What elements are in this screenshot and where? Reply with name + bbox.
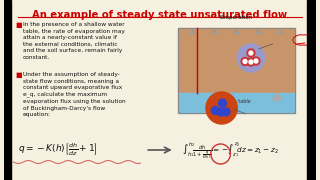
- Text: $\int_{h_1}^{h_2}\!\frac{dh}{1+\frac{q}{K(h)}} = -\!\int_{z_1}^{z_2}\!\!dz = z_1: $\int_{h_1}^{h_2}\!\frac{dh}{1+\frac{q}{…: [182, 140, 279, 160]
- Text: Under the assumption of steady-
state flow conditions, meaning a
constant upward: Under the assumption of steady- state fl…: [23, 72, 126, 117]
- Text: An example of steady state unsaturated flow: An example of steady state unsaturated f…: [32, 10, 288, 20]
- Circle shape: [247, 49, 255, 57]
- Bar: [4, 0, 12, 180]
- Bar: [307, 0, 316, 180]
- Text: ■: ■: [15, 72, 22, 78]
- Bar: [178, 28, 295, 93]
- Circle shape: [237, 44, 265, 72]
- Text: ■: ■: [15, 22, 22, 28]
- Circle shape: [241, 57, 249, 66]
- Text: In the presence of a shallow water
table, the rate of evaporation may
attain a n: In the presence of a shallow water table…: [23, 22, 125, 60]
- Text: Water table: Water table: [222, 98, 251, 104]
- Circle shape: [206, 92, 237, 124]
- Bar: [178, 28, 295, 113]
- Circle shape: [243, 60, 247, 64]
- Circle shape: [254, 59, 258, 63]
- Circle shape: [219, 99, 226, 107]
- Bar: [178, 93, 295, 113]
- Circle shape: [249, 60, 253, 64]
- Text: $q = -K(h)\left[\frac{dh}{dz}+1\right]$: $q = -K(h)\left[\frac{dh}{dz}+1\right]$: [18, 142, 98, 158]
- Polygon shape: [272, 93, 282, 100]
- Circle shape: [252, 57, 260, 65]
- Circle shape: [217, 108, 225, 116]
- Circle shape: [211, 106, 219, 114]
- Circle shape: [247, 58, 255, 66]
- Text: Evaporation: Evaporation: [220, 15, 253, 20]
- Circle shape: [249, 51, 253, 55]
- Circle shape: [222, 108, 230, 116]
